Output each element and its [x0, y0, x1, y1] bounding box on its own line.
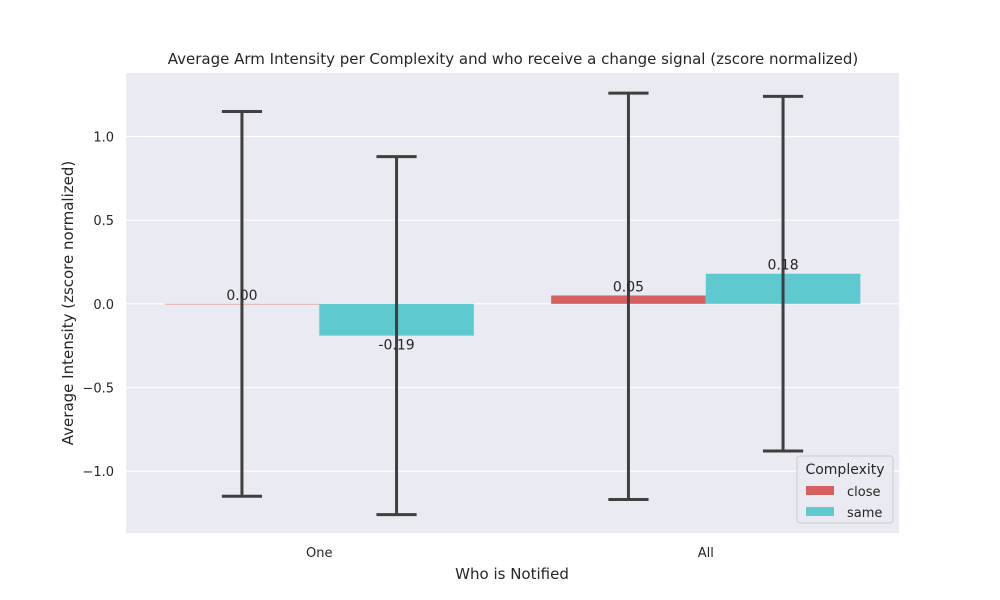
- legend-label-close: close: [847, 485, 880, 500]
- legend-swatch-close: [806, 486, 834, 495]
- value-label: -0.19: [378, 338, 414, 354]
- y-tick-label: 0.0: [93, 298, 114, 313]
- x-tick-label: All: [698, 546, 714, 561]
- legend-title: Complexity: [805, 462, 884, 478]
- y-tick-label: −0.5: [82, 381, 114, 396]
- legend: Complexity close same: [796, 455, 894, 524]
- x-axis-ticks: One All: [306, 546, 714, 561]
- x-tick-label: One: [306, 546, 332, 561]
- legend-label-same: same: [847, 506, 882, 521]
- y-tick-label: −1.0: [82, 465, 114, 480]
- y-axis-ticks: −1.0 −0.5 0.0 0.5 1.0: [82, 131, 114, 481]
- y-tick-label: 0.5: [93, 214, 114, 229]
- y-tick-label: 1.0: [93, 131, 114, 146]
- x-axis-label: Who is Notified: [455, 565, 569, 583]
- error-bars: [221, 91, 804, 517]
- value-label: 0.18: [767, 258, 798, 274]
- y-axis-label: Average Intensity (zscore normalized): [59, 161, 77, 445]
- value-label: 0.00: [226, 288, 257, 304]
- value-labels: 0.00 0.05 -0.19 0.18: [226, 258, 798, 354]
- chart-title: Average Arm Intensity per Complexity and…: [168, 50, 859, 68]
- legend-swatch-same: [806, 507, 834, 516]
- legend-box: [796, 455, 894, 524]
- value-label: 0.05: [613, 279, 644, 295]
